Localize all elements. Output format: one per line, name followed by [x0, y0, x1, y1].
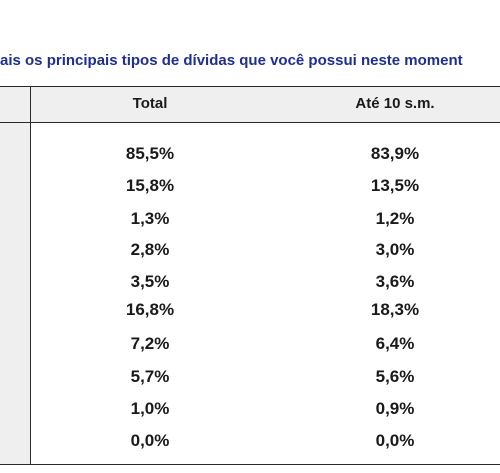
cell-ate-10-sm: 3,6%	[375, 272, 415, 291]
cell-ate-10-sm: 83,9%	[370, 144, 420, 163]
data-table: Total Até 10 s.m. 85,5% 83,9% 15,8% 13,5% 1,…	[0, 86, 500, 465]
cell-total: 3,5%	[130, 272, 170, 291]
cell-total: 2,8%	[130, 240, 170, 259]
cell-total: 1,0%	[130, 399, 170, 418]
column-header-total: Total	[132, 95, 168, 112]
table-header-row: Total Até 10 s.m.	[0, 87, 500, 123]
cell-ate-10-sm: 18,3%	[370, 300, 420, 319]
cell-total: 15,8%	[125, 176, 175, 195]
row-label-column	[0, 87, 31, 464]
cell-ate-10-sm: 0,9%	[375, 399, 415, 418]
cell-total: 16,8%	[125, 300, 175, 319]
cell-total: 1,3%	[130, 209, 170, 228]
cell-ate-10-sm: 1,2%	[375, 209, 415, 228]
cell-total: 85,5%	[125, 144, 175, 163]
cell-total: 5,7%	[130, 367, 170, 386]
column-header-ate-10-sm: Até 10 s.m.	[355, 95, 435, 112]
cell-ate-10-sm: 3,0%	[375, 240, 415, 259]
table-title: ais os principais tipos de dívidas que v…	[0, 52, 463, 69]
cell-ate-10-sm: 13,5%	[370, 176, 420, 195]
cell-ate-10-sm: 5,6%	[375, 367, 415, 386]
cell-total: 7,2%	[130, 334, 170, 353]
cell-total: 0,0%	[130, 431, 170, 450]
header-stub-cell	[0, 87, 31, 122]
cell-ate-10-sm: 0,0%	[375, 431, 415, 450]
cell-ate-10-sm: 6,4%	[375, 334, 415, 353]
